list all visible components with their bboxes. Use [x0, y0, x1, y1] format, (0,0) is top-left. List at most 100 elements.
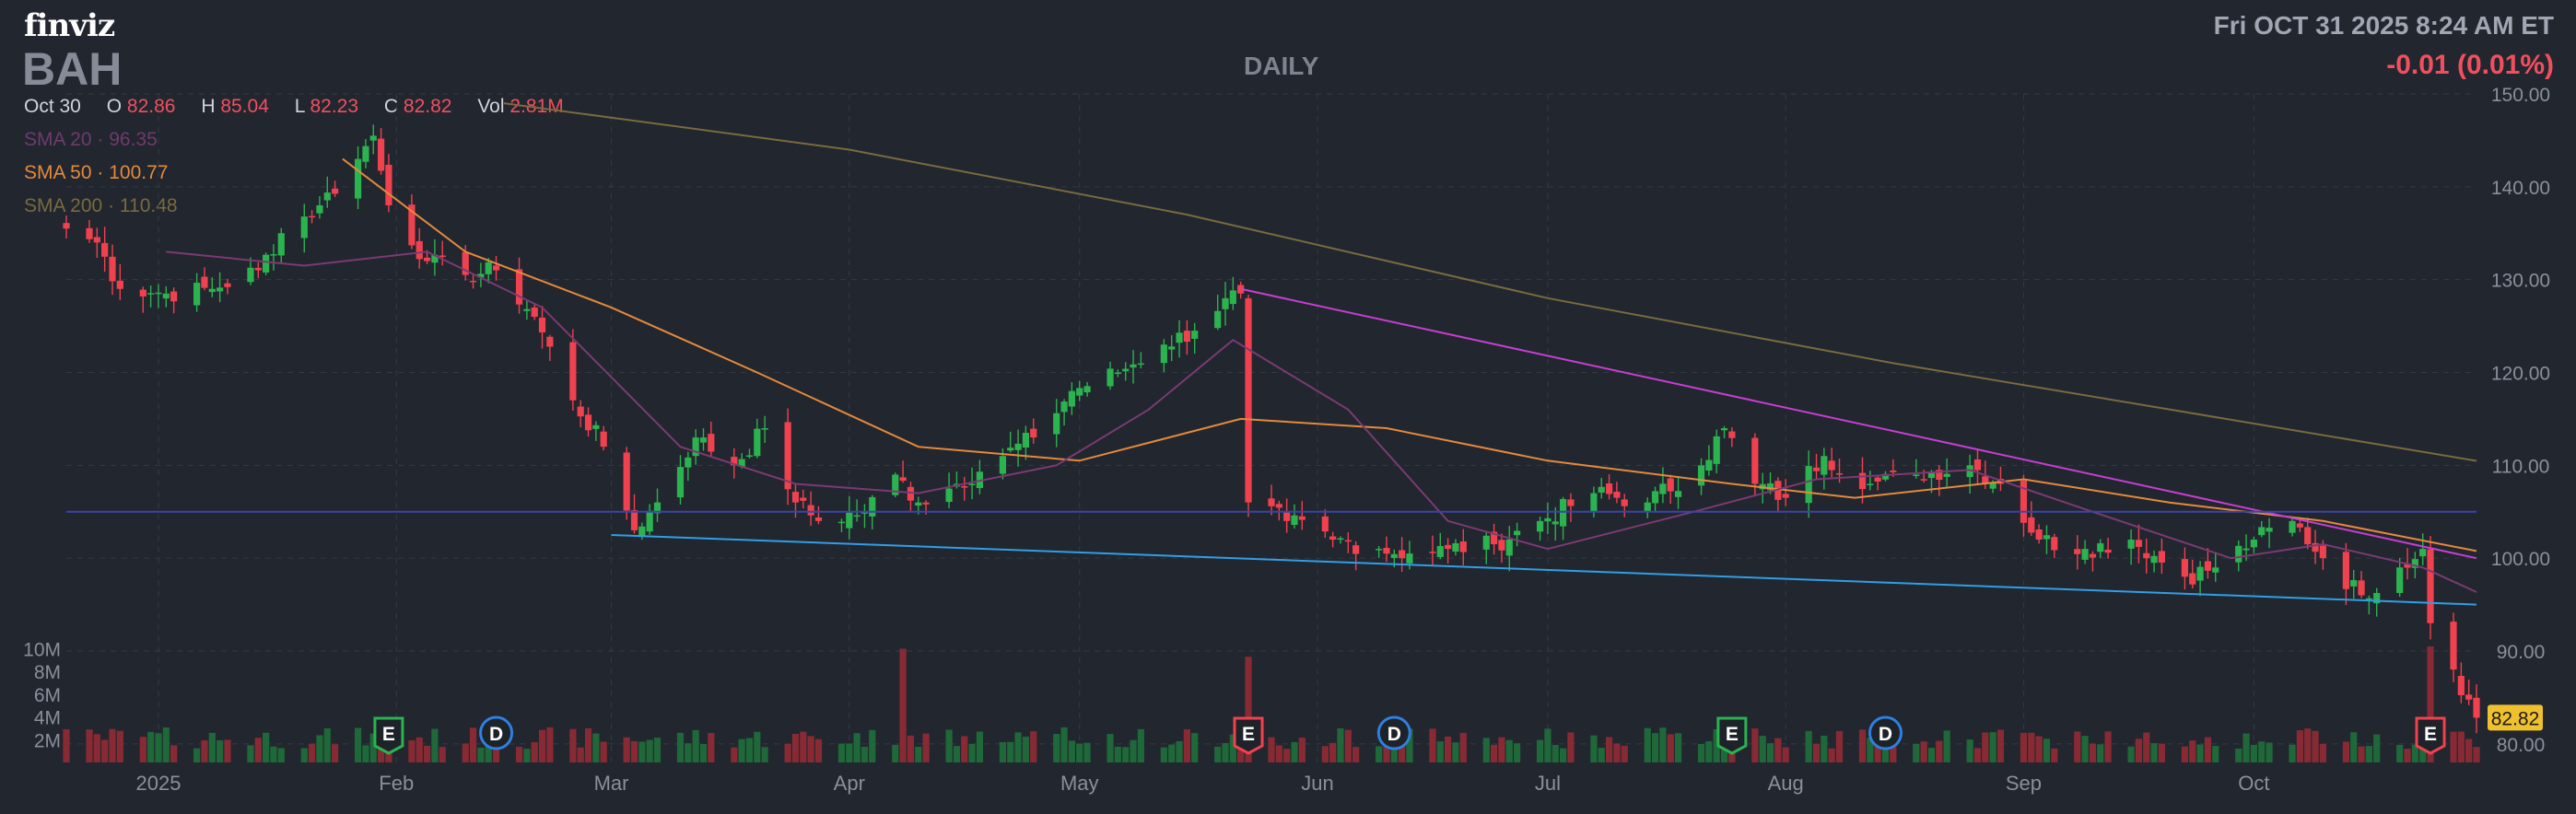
volume-bar: [155, 733, 162, 762]
volume-bar: [170, 745, 178, 762]
month-tick-label: Sep: [2006, 772, 2042, 795]
volume-bar: [2427, 646, 2434, 762]
volume-bar: [1705, 740, 1713, 762]
ohlc-legend: Oct 30 O 82.86 H 85.04 L 82.23 C 82.82 V…: [24, 96, 564, 118]
volume-bar: [323, 727, 331, 762]
volume-bar: [531, 742, 538, 762]
price-tick-label: 140.00: [2491, 178, 2550, 199]
sma20-legend[interactable]: SMA 20 · 96.35: [24, 129, 158, 150]
candle-body: [1107, 368, 1114, 387]
candle-body: [2028, 517, 2035, 533]
month-tick-label: Oct: [2238, 772, 2269, 795]
candle-body: [653, 502, 662, 514]
volume-bar: [1168, 744, 1176, 762]
volume-bar: [2158, 743, 2166, 762]
volume-bar: [2319, 743, 2326, 762]
volume-bar: [193, 748, 201, 762]
candle-body: [584, 414, 592, 431]
month-tick-label: Apr: [834, 772, 865, 795]
candle-body: [1214, 310, 1222, 329]
volume-bar: [439, 747, 446, 762]
resistance-trendline: [1240, 287, 2477, 560]
sma50-line: [342, 157, 2477, 552]
volume-bar: [600, 741, 607, 762]
last-price-tag: 82.82: [2488, 704, 2543, 731]
event-label: D: [1879, 724, 1892, 745]
volume-bar: [699, 743, 708, 762]
candle-body: [2411, 559, 2418, 568]
candle-body: [2097, 542, 2104, 552]
candle-body: [1160, 344, 1167, 364]
candle-body: [1605, 483, 1613, 494]
volume-bar: [2450, 731, 2457, 762]
volume-bar: [1973, 748, 1982, 762]
candle-body: [1943, 473, 1950, 477]
volume-bar: [2127, 746, 2135, 762]
price-change: -0.01 (0.01%): [2386, 50, 2554, 80]
volume-bar: [2396, 744, 2404, 762]
volume-bar: [1751, 728, 1759, 762]
sma50-label: SMA 50: [24, 162, 92, 183]
candle-body: [708, 434, 715, 452]
volume-bar: [731, 747, 738, 762]
candle-body: [1513, 530, 1521, 536]
volume-bar: [2043, 738, 2051, 762]
volume-bar: [2350, 732, 2358, 762]
volume-bar: [1014, 732, 1022, 762]
candle-body: [1705, 459, 1713, 471]
candle-body: [784, 422, 791, 490]
candle-body: [961, 485, 968, 488]
candle-body: [323, 192, 331, 201]
volume-bar: [109, 728, 116, 762]
candle-body: [1728, 431, 1736, 438]
volume-bar: [1559, 748, 1567, 762]
sma50-legend[interactable]: SMA 50 · 100.77: [24, 162, 169, 183]
open-value: 82.86: [126, 96, 176, 117]
candle-body: [1812, 467, 1821, 471]
volume-bar: [2097, 744, 2104, 762]
volume-bar: [1083, 742, 1091, 762]
candle-body: [577, 406, 584, 417]
candle-body: [86, 227, 93, 239]
candle-body: [1390, 553, 1398, 558]
volume-bar: [738, 738, 745, 762]
volume-bar: [2196, 744, 2204, 762]
volume-bar: [1644, 727, 1651, 762]
candle-body: [2051, 537, 2058, 551]
candle-body: [1459, 541, 1467, 552]
candle-body: [1352, 545, 1360, 554]
candle-body: [462, 251, 469, 275]
candle-body: [1544, 517, 1551, 522]
finviz-logo[interactable]: finviz: [24, 7, 115, 44]
candle-body: [623, 452, 630, 511]
candle-body: [1130, 364, 1137, 368]
volume-tick-label: 2M: [34, 730, 61, 751]
price-tick-label: 110.00: [2492, 456, 2550, 477]
candle-body: [147, 293, 155, 295]
earnings-badge: [2415, 716, 2446, 755]
volume-bar: [869, 729, 876, 762]
candle-body: [1491, 531, 1498, 545]
candle-body: [485, 262, 492, 274]
sma200-legend[interactable]: SMA 200 · 110.48: [24, 195, 178, 216]
candle-body: [1621, 499, 1628, 506]
candle-body: [1007, 448, 1014, 451]
volume-bar: [2266, 742, 2273, 762]
sma20-value: 96.35: [109, 129, 158, 150]
dividend-badge: [1868, 715, 1903, 750]
candle-body: [1498, 540, 1505, 551]
candle-body: [1667, 478, 1674, 492]
volume-bar: [846, 743, 853, 762]
candle-body: [1567, 499, 1575, 506]
volume-bar: [2212, 746, 2219, 762]
volume-bar: [1498, 737, 1505, 762]
price-axis: 80.00 90.00 100.00 110.00 120.00 130.00 140.00…: [2491, 85, 2550, 756]
candle-body: [1376, 549, 1383, 551]
volume-bar: [1130, 739, 1137, 762]
sma50-value: 100.77: [109, 162, 169, 183]
volume-bar: [807, 736, 814, 762]
candle-body: [263, 254, 270, 273]
volume-bar: [1927, 748, 1936, 762]
volume-bar: [2250, 744, 2257, 762]
